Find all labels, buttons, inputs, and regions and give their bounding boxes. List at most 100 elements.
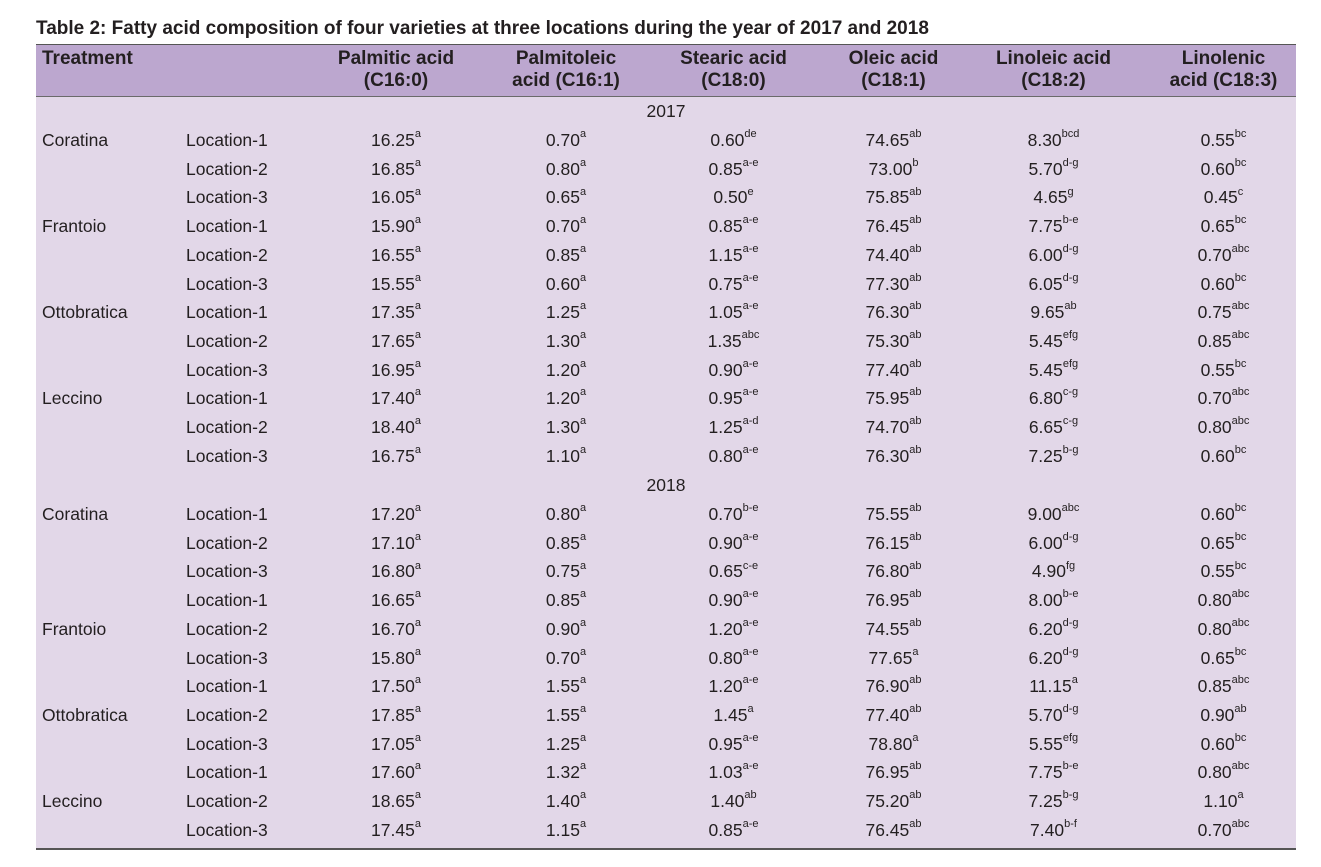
linoleic-cell: 8.30bcd xyxy=(966,126,1141,154)
location-cell: Location-2 xyxy=(186,618,268,639)
linoleic-value: 11.15 xyxy=(1029,676,1072,697)
variety-cell: Ottobratica xyxy=(42,302,128,323)
oleic-significance: ab xyxy=(909,185,922,198)
palmitic-value: 15.90 xyxy=(371,216,415,237)
linoleic-significance: abc xyxy=(1061,502,1080,515)
linoleic-cell: 5.45efg xyxy=(966,327,1141,355)
palmitoleic-cell: 1.40a xyxy=(486,787,646,815)
linolenic-cell: 0.65bc xyxy=(1151,212,1296,240)
palmitic-value: 15.55 xyxy=(371,273,415,294)
linolenic-value: 0.70 xyxy=(1197,244,1232,265)
table-row: Frantoio Location-2 16.70a 0.90a 1.20a-e 74.5… xyxy=(36,615,1296,643)
palmitic-cell: 18.40a xyxy=(306,413,486,441)
linoleic-value: 6.05 xyxy=(1028,273,1063,294)
palmitic-value: 15.80 xyxy=(371,647,415,668)
stearic-cell: 0.95a-e xyxy=(646,384,821,412)
location-cell: Location-1 xyxy=(186,504,268,524)
palmitic-value: 16.65 xyxy=(371,590,415,611)
oleic-cell: 76.45ab xyxy=(821,816,966,844)
linoleic-cell: 5.70d-g xyxy=(966,701,1141,729)
header-palmitic-acid: Palmitic acid (C16:0) xyxy=(306,48,486,92)
linoleic-significance: b-e xyxy=(1062,214,1079,227)
table-row: Location-3 17.05a 1.25a 0.95a-e 78.80a 5.55ef… xyxy=(36,730,1296,758)
palmitic-cell: 16.75a xyxy=(306,442,486,470)
palmitic-cell: 16.65a xyxy=(306,586,486,614)
stearic-cell: 0.65c-e xyxy=(646,557,821,585)
palmitic-value: 17.85 xyxy=(371,704,415,725)
linoleic-value: 8.00 xyxy=(1028,590,1063,611)
stearic-cell: 0.90a-e xyxy=(646,529,821,557)
oleic-significance: ab xyxy=(909,271,922,284)
linolenic-value: 0.60 xyxy=(1200,733,1235,754)
linoleic-cell: 9.00abc xyxy=(966,500,1141,528)
palmitic-value: 18.65 xyxy=(371,791,415,811)
palmitic-cell: 16.55a xyxy=(306,241,486,269)
stearic-cell: 1.20a-e xyxy=(646,672,821,700)
stearic-value: 1.35 xyxy=(707,330,742,351)
palmitoleic-significance: a xyxy=(579,242,587,255)
stearic-value: 0.85 xyxy=(708,216,743,237)
oleic-significance: ab xyxy=(909,242,922,255)
variety-cell: Leccino xyxy=(42,791,103,811)
linoleic-cell: 8.00b-e xyxy=(966,586,1141,614)
oleic-cell: 75.20ab xyxy=(821,787,966,815)
linoleic-cell: 9.65ab xyxy=(966,298,1141,326)
location-cell: Location-2 xyxy=(186,704,268,725)
header-oleic-acid: Oleic acid (C18:1) xyxy=(821,48,966,92)
linolenic-value: 0.90 xyxy=(1200,704,1235,725)
oleic-cell: 77.40ab xyxy=(821,701,966,729)
linoleic-value: 5.45 xyxy=(1028,330,1063,351)
location-cell: Location-3 xyxy=(186,359,268,380)
linolenic-cell: 0.80abc xyxy=(1151,615,1296,643)
table-row: Location-3 16.75a 1.10a 0.80a-e 76.30ab 7.25b… xyxy=(36,442,1296,470)
linoleic-value: 8.30 xyxy=(1027,130,1062,150)
stearic-value: 0.80 xyxy=(708,647,743,668)
oleic-cell: 75.30ab xyxy=(821,327,966,355)
location-cell: Location-3 xyxy=(186,445,268,466)
stearic-significance: a-e xyxy=(742,156,759,169)
oleic-value: 74.40 xyxy=(865,244,910,265)
palmitic-cell: 17.05a xyxy=(306,730,486,758)
table-row: Ottobratica Location-2 17.85a 1.55a 1.45a 77.… xyxy=(36,701,1296,729)
linoleic-value: 5.70 xyxy=(1028,158,1063,179)
palmitoleic-value: 1.25 xyxy=(545,733,580,754)
table-row: Location-2 17.10a 0.85a 0.90a-e 76.15ab 6.00d… xyxy=(36,529,1296,557)
oleic-significance: ab xyxy=(909,443,922,456)
linolenic-significance: abc xyxy=(1231,242,1250,255)
linoleic-value: 4.65 xyxy=(1033,187,1068,208)
location-cell: Location-3 xyxy=(186,187,268,208)
linoleic-significance: d-g xyxy=(1062,242,1079,255)
palmitoleic-significance: a xyxy=(579,674,587,687)
fatty-acid-table: Treatment Palmitic acid (C16:0) Palmitol… xyxy=(36,44,1296,850)
oleic-significance: ab xyxy=(909,386,922,399)
table-row: Location-2 16.85a 0.80a 0.85a-e 73.00b 5.70d-… xyxy=(36,155,1296,183)
palmitoleic-value: 1.15 xyxy=(545,819,580,840)
stearic-value: 0.75 xyxy=(708,273,743,294)
palmitoleic-significance: a xyxy=(579,185,587,198)
oleic-value: 78.80 xyxy=(868,733,913,754)
palmitic-significance: a xyxy=(414,214,421,227)
table-row: Coratina Location-1 17.20a 0.80a 0.70b-e 75.5… xyxy=(36,500,1296,528)
linoleic-cell: 6.65c-g xyxy=(966,413,1141,441)
linoleic-cell: 6.20d-g xyxy=(966,644,1141,672)
linoleic-value: 9.00 xyxy=(1027,504,1062,524)
stearic-significance: a-e xyxy=(742,300,759,313)
stearic-significance: a-e xyxy=(742,674,759,687)
palmitic-significance: a xyxy=(414,357,421,370)
stearic-significance: e xyxy=(747,185,754,198)
linoleic-significance: b-f xyxy=(1064,817,1077,830)
linolenic-significance: abc xyxy=(1231,386,1250,399)
linolenic-value: 0.80 xyxy=(1197,762,1232,783)
linolenic-cell: 0.70abc xyxy=(1151,816,1296,844)
palmitic-value: 16.55 xyxy=(371,244,415,265)
table-title: Table 2: Fatty acid composition of four … xyxy=(36,18,929,39)
oleic-value: 75.95 xyxy=(865,388,910,409)
palmitoleic-value: 1.20 xyxy=(545,359,580,380)
linolenic-value: 0.60 xyxy=(1200,445,1235,466)
linoleic-cell: 4.90fg xyxy=(966,557,1141,585)
palmitoleic-cell: 0.85a xyxy=(486,529,646,557)
stearic-significance: a-e xyxy=(742,271,759,284)
oleic-cell: 76.95ab xyxy=(821,758,966,786)
linolenic-cell: 0.65bc xyxy=(1151,644,1296,672)
header-linoleic-line1: Linoleic acid xyxy=(995,48,1112,69)
